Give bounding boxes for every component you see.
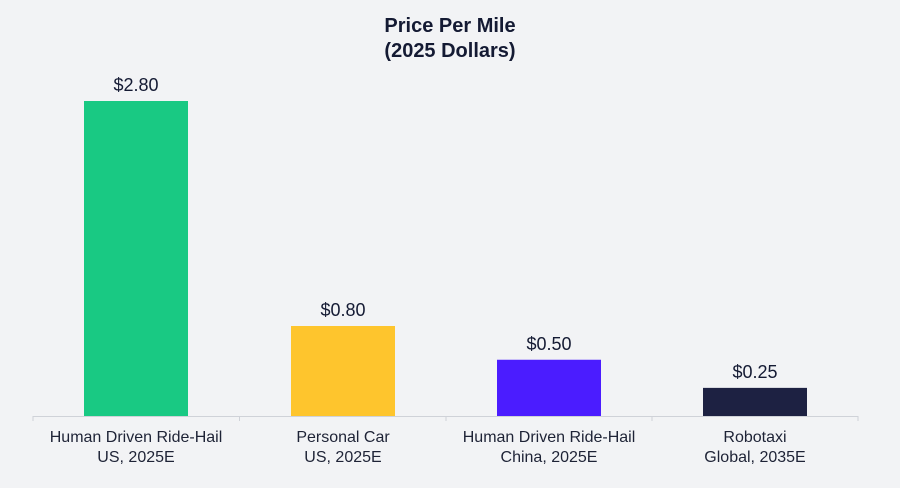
x-tick-label-2-line-1: Personal Car (296, 429, 390, 446)
chart-title-line-2: (2025 Dollars) (384, 40, 516, 62)
bar-2 (291, 326, 395, 416)
chart-title-line-1: Price Per Mile (384, 15, 516, 37)
x-tick-label-4-line-2: Global, 2035E (704, 449, 805, 466)
bar-3 (497, 359, 601, 416)
x-tick-label-4-line-1: Robotaxi (723, 429, 786, 446)
chart-title: Price Per Mile (2025 Dollars) (0, 14, 900, 64)
bar-4 (703, 387, 807, 416)
bar-value-label-1: $2.80 (113, 75, 158, 95)
x-tick-label-1-line-2: US, 2025E (97, 449, 174, 466)
x-tick-label-3-line-2: China, 2025E (501, 449, 598, 466)
bar-value-label-2: $0.80 (320, 300, 365, 320)
bar-value-label-4: $0.25 (732, 362, 777, 382)
x-tick-label-2-line-2: US, 2025E (304, 449, 381, 466)
x-tick-label-1-line-1: Human Driven Ride-Hail (50, 429, 223, 446)
bar-value-label-3: $0.50 (526, 334, 571, 354)
bar-1 (84, 101, 188, 416)
x-tick-label-3-line-1: Human Driven Ride-Hail (463, 429, 636, 446)
